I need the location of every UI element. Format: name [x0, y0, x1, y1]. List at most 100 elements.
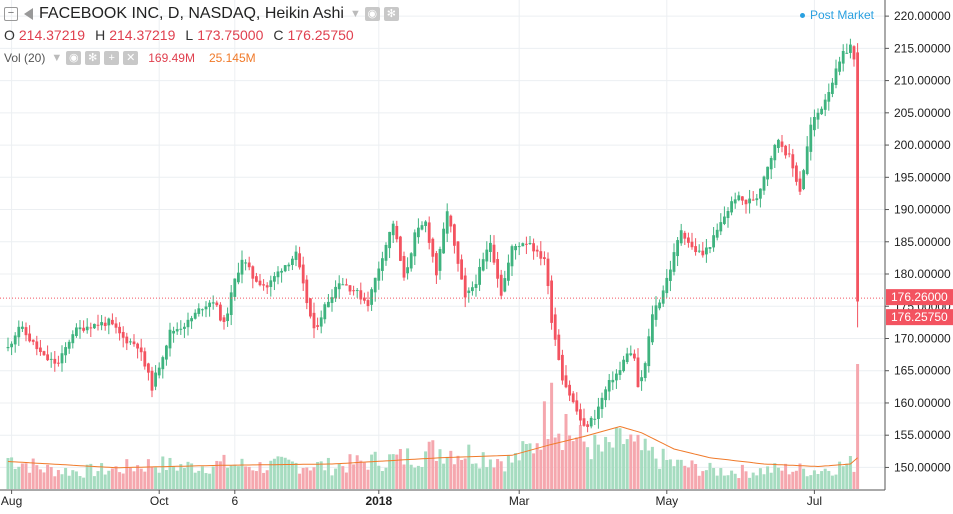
volume-bar — [341, 466, 345, 489]
volume-bar — [265, 470, 269, 489]
collapse-icon[interactable]: − — [4, 7, 18, 21]
volume-bar — [744, 471, 748, 489]
candle-body — [71, 334, 75, 344]
volume-bar — [521, 441, 525, 489]
volume-bar — [607, 442, 611, 489]
candle-body — [121, 331, 125, 338]
candle-body — [309, 298, 312, 317]
volume-bar — [510, 462, 514, 489]
volume-bar — [355, 455, 359, 489]
candle-body — [384, 244, 388, 261]
x-tick-label: Jul — [807, 494, 822, 508]
candle-body — [226, 313, 229, 322]
candle-body — [823, 99, 827, 110]
candle-body — [586, 424, 589, 427]
candle-body — [427, 222, 431, 243]
volume-bar — [658, 468, 662, 489]
volume-bar — [409, 464, 413, 489]
candle-body — [280, 270, 283, 273]
candle-body — [611, 379, 615, 383]
volume-bar — [226, 467, 230, 489]
volume-bar — [128, 467, 132, 489]
volume-bar — [668, 459, 672, 489]
volume-bar — [856, 364, 860, 489]
candle-body — [355, 290, 359, 292]
candle-body — [6, 346, 10, 349]
candle-body — [370, 289, 373, 305]
volume-bar — [96, 471, 100, 489]
candle-body — [143, 351, 147, 367]
candle-body — [769, 157, 773, 170]
y-tick-label: 185.00000 — [894, 235, 951, 249]
candle-body — [841, 50, 845, 64]
candle-body — [564, 375, 568, 388]
candle-body — [406, 267, 409, 274]
symbol-title[interactable]: FACEBOOK INC, D, NASDAQ, Heikin Ashi — [39, 5, 344, 22]
plus-icon[interactable]: + — [104, 51, 120, 65]
candle-body — [391, 223, 395, 236]
candle-body — [312, 312, 316, 329]
volume-label[interactable]: Vol (20) — [4, 51, 46, 65]
candle-body — [697, 250, 701, 252]
gear-icon[interactable]: ✻ — [85, 51, 101, 65]
candle-body — [13, 335, 17, 345]
volume-bar — [280, 456, 284, 489]
candle-body — [442, 228, 445, 254]
candle-body — [103, 322, 107, 326]
candle-body — [852, 46, 856, 60]
volume-bar — [10, 457, 14, 489]
candle-body — [683, 232, 687, 239]
candle-body — [186, 319, 190, 328]
volume-bar — [805, 476, 809, 489]
volume-bar — [154, 467, 158, 489]
candle-body — [381, 258, 384, 271]
volume-bar — [503, 471, 507, 489]
eye-icon[interactable]: ◉ — [66, 51, 82, 65]
volume-bar — [542, 401, 546, 489]
volume-ma-line — [7, 425, 858, 469]
gear-icon[interactable]: ✻ — [383, 7, 399, 21]
chevron-down-icon[interactable]: ▼ — [51, 52, 63, 64]
candle-body — [291, 258, 294, 265]
candle-body — [827, 92, 831, 102]
flag-icon[interactable] — [24, 8, 33, 20]
candle-body — [39, 347, 42, 353]
volume-bar — [13, 468, 17, 489]
volume-bar — [629, 434, 633, 489]
candle-body — [165, 345, 168, 360]
volume-bar — [654, 458, 658, 489]
chevron-down-icon[interactable]: ▼ — [349, 8, 361, 20]
volume-bar — [121, 473, 125, 489]
legend-title-row: − FACEBOOK INC, D, NASDAQ, Heikin Ashi ▼… — [4, 4, 399, 24]
candle-body — [780, 141, 784, 147]
candle-body — [413, 232, 417, 257]
candle-body — [42, 351, 46, 356]
close-icon[interactable]: ✕ — [123, 51, 139, 65]
volume-bar — [647, 450, 651, 489]
volume-bar — [20, 463, 24, 489]
y-tick-label: 215.00000 — [894, 41, 951, 55]
candle-body — [622, 359, 625, 372]
volume-bar — [820, 471, 824, 489]
volume-bar — [643, 438, 647, 489]
volume-bar — [539, 449, 543, 489]
candle-body — [283, 265, 287, 272]
candle-body — [467, 290, 471, 294]
y-tick-label: 205.00000 — [894, 106, 951, 120]
candle-body — [420, 225, 424, 230]
volume-bar — [352, 464, 356, 489]
volume-bar — [722, 475, 726, 489]
candle-body — [409, 253, 413, 269]
volume-bar — [254, 471, 258, 489]
volume-bar — [38, 469, 42, 489]
volume-bar — [470, 463, 474, 489]
volume-bar — [215, 460, 219, 489]
candle-body — [546, 258, 550, 287]
eye-icon[interactable]: ◉ — [364, 7, 380, 21]
candle-body — [35, 341, 39, 350]
candle-body — [676, 240, 679, 257]
volume-bar — [370, 454, 374, 489]
candle-body — [643, 363, 647, 379]
